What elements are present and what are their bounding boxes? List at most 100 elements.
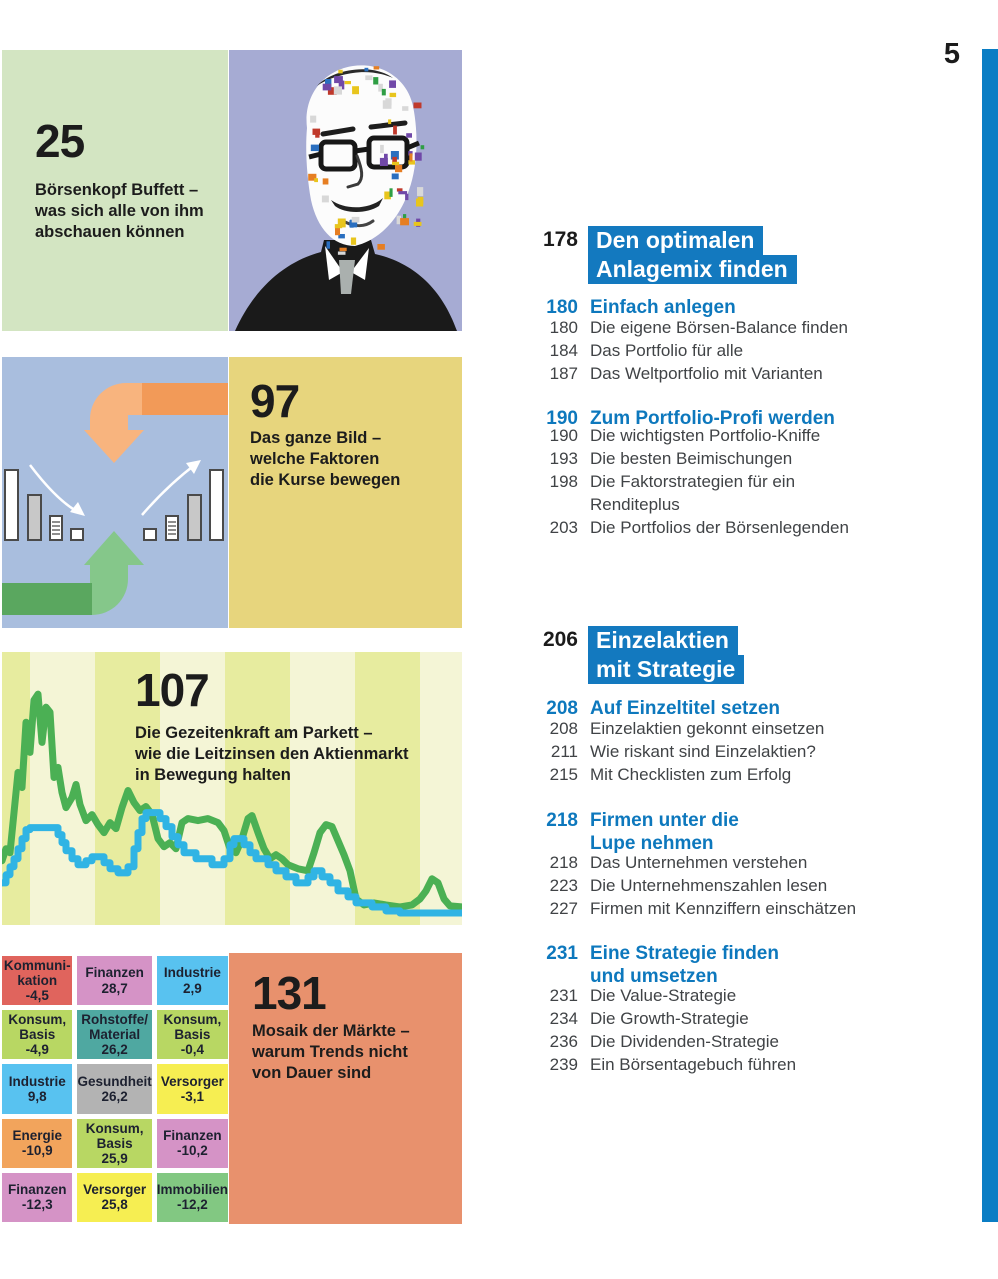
speckle (310, 115, 317, 123)
speckle (392, 156, 397, 163)
toc-entry-page-number: 206 (542, 628, 578, 651)
page-number: 5 (943, 38, 960, 70)
toc-subchapter-title: Einfach anlegen (590, 296, 736, 319)
toc-entry-page-number: 218 (549, 853, 578, 872)
mosaic-speckles (308, 66, 425, 255)
toc-subchapter-heading: 231 Eine Strategie finden und umsetzen (530, 942, 779, 988)
background-stripe (355, 652, 420, 925)
market-forces-illustration (2, 383, 228, 615)
toc-item-title: Die besten Beimischungen (590, 449, 793, 468)
speckle (409, 153, 413, 162)
toc-chapter-heading: 178 Den optimalen Anlagemix finden (530, 226, 797, 284)
sector-tile: Kommuni- kation -4,5 (2, 956, 73, 1006)
sector-tile: Gesundheit 26,2 (77, 1064, 152, 1114)
toc-entry-page-number: 223 (549, 876, 578, 895)
speckle (406, 133, 412, 138)
page-edge-bar (982, 49, 998, 1222)
toc-entry-page-number: 236 (549, 1032, 578, 1051)
speckle (413, 102, 422, 109)
toc-entry-page-number: 218 (546, 810, 578, 831)
toc-subchapter-title: Firmen unter die Lupe nehmen (590, 809, 739, 855)
toc-entry-page-number: 203 (549, 518, 578, 537)
toc-subchapter-title: Eine Strategie finden und umsetzen (590, 942, 779, 988)
tile-buffett-page-number: 25 (35, 115, 85, 167)
sector-tile: Versorger -3,1 (156, 1064, 228, 1114)
speckle (400, 218, 409, 226)
toc-entry-page-number: 193 (549, 449, 578, 468)
sector-tile: Industrie 2,9 (156, 956, 228, 1006)
speckle (381, 88, 386, 96)
speckle (337, 218, 346, 228)
speckle (327, 87, 337, 95)
speckle (337, 251, 346, 255)
toc-item-title: Einzelaktien gekonnt einsetzen (590, 719, 825, 738)
toc-item-title: Die Portfolios der Börsenlegenden (590, 518, 849, 537)
toc-chapter-title-line: Einzelaktien (588, 626, 738, 655)
speckle (414, 152, 422, 161)
speckle (338, 69, 343, 74)
speckle (380, 144, 384, 154)
toc-item: 198 Die Faktorstrategien für ein (530, 470, 849, 493)
toc-item: 203 Die Portfolios der Börsenlegenden (530, 516, 849, 539)
tile-buffett-text-panel: 25 Börsenkopf Buffett – was sich alle vo… (2, 50, 228, 331)
toc-subchapter-title-line: Einfach anlegen (590, 297, 736, 318)
speckle (377, 244, 385, 250)
speckle (403, 214, 407, 219)
toc-subchapter-title-line: und umsetzen (590, 966, 718, 987)
up-trend-arrow-icon (141, 460, 201, 516)
toc-chapter-title-line: Anlagemix finden (588, 255, 797, 284)
toc-item: 227 Firmen mit Kennziffern einschätzen (530, 897, 857, 920)
speckle (384, 153, 388, 159)
toc-item-title: Die eigene Börsen-Balance finden (590, 318, 849, 337)
sector-tile: Konsum, Basis 25,9 (77, 1118, 152, 1168)
stripe-background (2, 652, 462, 925)
toc-chapter-title: Den optimalen Anlagemix finden (588, 226, 797, 284)
speckle (378, 83, 383, 92)
tile-rates-caption: Die Gezeitenkraft am Parkett – wie die L… (135, 724, 409, 784)
speckle (365, 75, 373, 81)
speckle (339, 247, 347, 252)
buffett-portrait-illustration (235, 65, 457, 331)
speckle (333, 86, 342, 95)
toc-item-title: Die Faktorstrategien für ein (590, 472, 796, 491)
speckle (388, 119, 392, 125)
toc-item-title: Ein Börsentagebuch führen (590, 1055, 797, 1074)
toc-item: 211 Wie riskant sind Einzelaktien? (530, 740, 824, 763)
speckle (398, 191, 408, 195)
down-trend-arrow-icon (29, 464, 85, 516)
sector-tile: Rohstoffe/ Material 26,2 (77, 1010, 152, 1060)
toc-subchapter-title-line: Eine Strategie finden (590, 943, 779, 964)
toc-chapter-title: Einzelaktien mit Strategie (588, 626, 745, 684)
tile-buffett-image-panel (229, 50, 462, 331)
speckle (312, 128, 321, 135)
sector-tile: Konsum, Basis -4,9 (2, 1010, 73, 1060)
speckle (390, 151, 399, 160)
sector-tile: Energie -10,9 (2, 1118, 73, 1168)
speckle (350, 219, 354, 228)
toc-entry-page-number: 190 (546, 408, 578, 429)
sector-tile: Konsum, Basis -0,4 (156, 1010, 228, 1060)
toc-item-title: Das Weltportfolio mit Varianten (590, 364, 823, 383)
toc-item-title: Die Dividenden-Strategie (590, 1032, 779, 1051)
tile-buffett-caption: Börsenkopf Buffett – was sich alle von i… (35, 181, 204, 241)
tile-factors-caption: Das ganze Bild – welche Faktoren die Kur… (250, 429, 401, 489)
speckle (385, 98, 392, 106)
speckle (310, 144, 320, 152)
speckle (351, 216, 360, 223)
speckle (322, 83, 332, 91)
speckle (335, 226, 340, 236)
toc-entry-page-number: 231 (546, 943, 578, 964)
toc-item-group: 218 Das Unternehmen verstehen 223 Die Unter… (530, 851, 857, 920)
speckle (338, 234, 345, 239)
toc-item: 215 Mit Checklisten zum Erfolg (530, 763, 824, 786)
speckle (384, 191, 391, 200)
toc-entry-page-number: 178 (542, 228, 578, 251)
toc-chapter-heading: 206 Einzelaktien mit Strategie (530, 626, 745, 684)
toc-entry-page-number: 234 (549, 1009, 578, 1028)
toc-item-title: Das Portfolio für alle (590, 341, 744, 360)
stock-market-line (2, 690, 462, 911)
speckle (402, 106, 409, 111)
toc-item: 218 Das Unternehmen verstehen (530, 851, 856, 874)
toc-subchapter-title: Auf Einzeltitel setzen (590, 697, 780, 720)
toc-item: 223 Die Unternehmenszahlen lesen (530, 874, 856, 897)
